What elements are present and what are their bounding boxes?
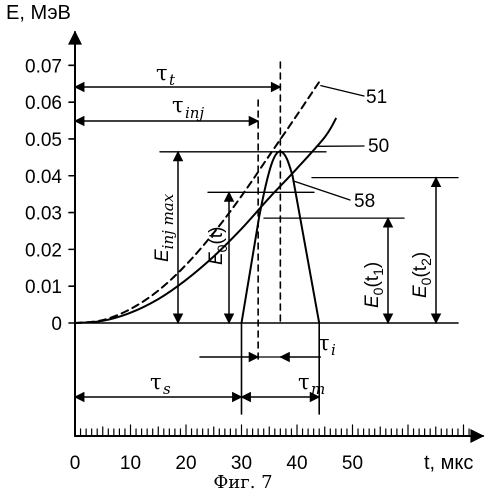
y-tick-label: 0.06 [25,93,62,114]
y-tick-label: 0.01 [25,277,62,298]
svg-text:τ: τ [172,93,184,117]
e0-t1-label: E0(t1) [362,262,386,308]
tau-inj-label: τ inj [172,93,204,122]
svg-text:τ: τ [318,331,330,355]
x-tick-label: 50 [342,453,363,474]
svg-text:inj: inj [185,104,204,122]
series-50-curve [74,117,337,324]
x-tick-label: 0 [70,453,81,474]
svg-text:E0(t): E0(t) [206,227,230,265]
svg-text:s: s [163,380,171,398]
svg-text:Einj max: Einj max [152,193,177,262]
y-tick-label: 0 [51,314,62,335]
figure-caption: Фиг. 7 [213,472,273,493]
series-label-51: 51 [366,87,387,108]
e0-t-label: E0(t) [206,227,230,265]
tau-s-label: τ s [150,370,171,398]
y-ticks: 0 0.01 0.02 0.03 0.04 0.05 0.06 0.07 [25,56,76,335]
svg-text:E0(t2): E0(t2) [410,252,434,298]
svg-text:τ: τ [298,370,310,394]
x-tick-label: 10 [120,453,141,474]
y-tick-label: 0.02 [25,240,62,261]
series-label-58: 58 [354,191,375,212]
y-tick-label: 0.04 [25,167,62,188]
svg-text:E0(t1): E0(t1) [362,262,386,308]
leader-58 [293,180,351,201]
curves [74,80,365,324]
svg-text:i: i [331,341,336,359]
e-inj-max-label: Einj max [152,193,177,262]
leader-51 [320,84,365,97]
y-tick-label: 0.05 [25,130,62,151]
svg-text:τ: τ [150,370,162,394]
x-tick-label: 20 [175,453,196,474]
tau-m-label: τ m [298,370,325,398]
figure-7-chart: E, МэВ t, мкс 00.010.020.030.040.050.060… [6,2,485,474]
y-tick-label: 0.03 [25,204,62,225]
y-tick-label: 0.07 [25,56,62,77]
series-58-pulse [240,150,321,324]
x-ticks: 0 10 20 30 40 50 [70,424,470,474]
series-label-50: 50 [368,136,389,157]
x-axis-title: t, мкс [424,452,473,474]
tau-t-label: τ t [156,61,176,89]
svg-text:m: m [311,380,325,398]
x-tick-label: 30 [231,453,252,474]
svg-text:t: t [169,71,176,89]
guide-lines [159,61,459,415]
y-axis-title: E, МэВ [6,2,71,24]
dimension-arrows [73,81,442,403]
e0-t2-label: E0(t2) [410,252,434,298]
tau-i-label: τ i [318,331,336,359]
x-tick-label: 40 [286,453,307,474]
series-51-curve [74,80,321,324]
svg-text:τ: τ [156,61,168,85]
